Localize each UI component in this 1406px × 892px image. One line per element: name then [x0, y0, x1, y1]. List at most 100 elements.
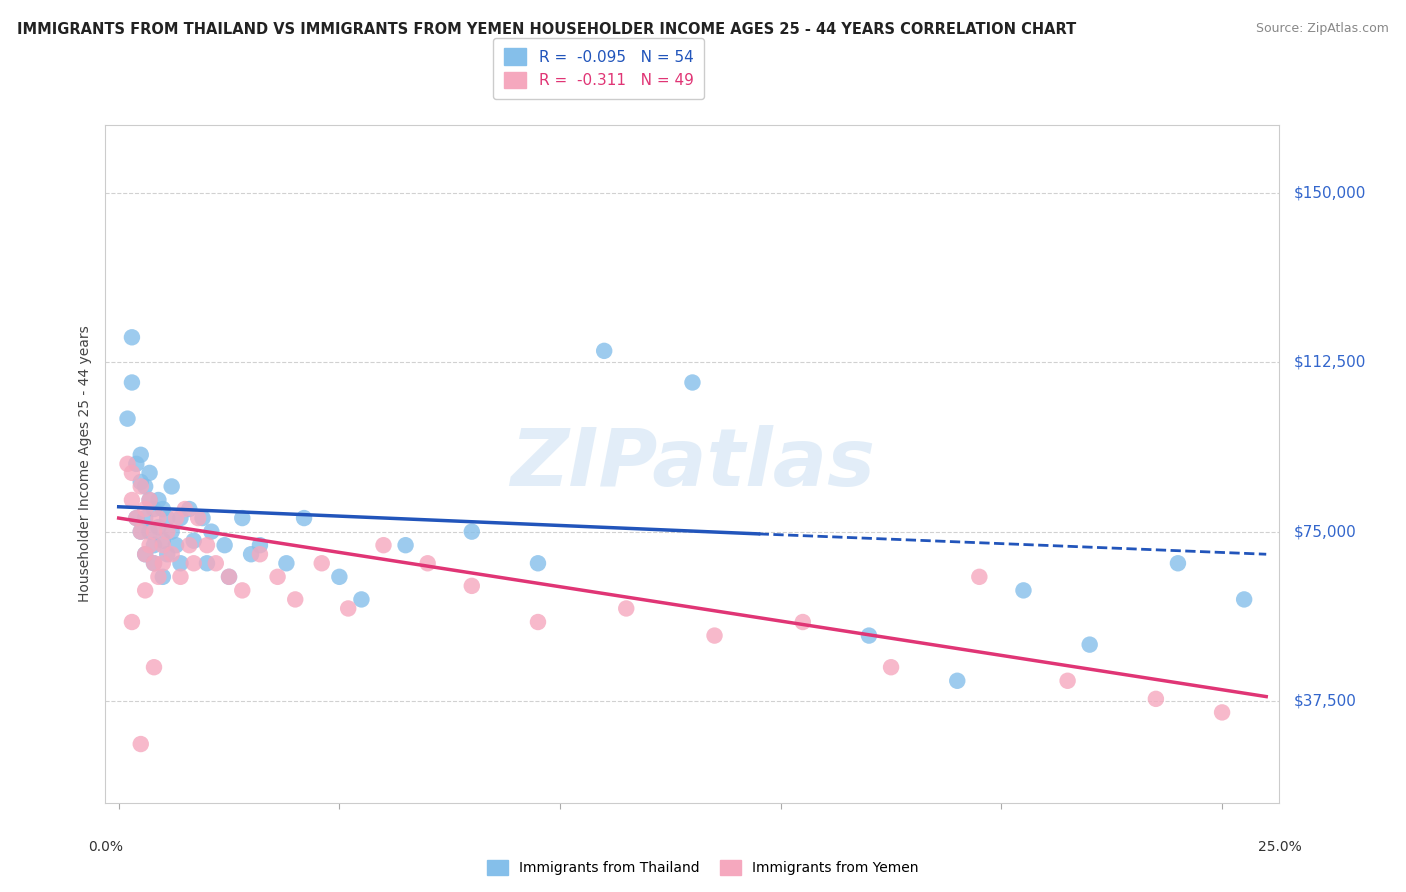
Point: [231, 583, 253, 598]
Point: [169, 511, 191, 525]
Point: [218, 570, 240, 584]
Point: [292, 511, 315, 525]
Point: [125, 511, 148, 525]
Point: [703, 629, 725, 643]
Point: [214, 538, 236, 552]
Point: [195, 538, 218, 552]
Point: [337, 601, 360, 615]
Point: [858, 629, 880, 643]
Point: [187, 511, 209, 525]
Point: [129, 524, 152, 539]
Point: [160, 524, 183, 539]
Point: [152, 556, 174, 570]
Point: [249, 538, 271, 552]
Point: [350, 592, 373, 607]
Point: [138, 538, 160, 552]
Point: [169, 556, 191, 570]
Point: [148, 493, 170, 508]
Point: [1167, 556, 1189, 570]
Point: [129, 475, 152, 489]
Point: [165, 511, 187, 525]
Point: [461, 524, 484, 539]
Text: $37,500: $37,500: [1294, 694, 1357, 708]
Point: [152, 533, 174, 548]
Point: [143, 556, 166, 570]
Point: [143, 524, 166, 539]
Point: [880, 660, 903, 674]
Point: [284, 592, 307, 607]
Point: [394, 538, 416, 552]
Point: [156, 547, 179, 561]
Point: [143, 660, 166, 674]
Point: [311, 556, 333, 570]
Point: [129, 448, 152, 462]
Point: [143, 502, 166, 516]
Point: [138, 493, 160, 508]
Point: [249, 547, 271, 561]
Point: [117, 411, 139, 425]
Text: ZIPatlas: ZIPatlas: [510, 425, 875, 503]
Text: IMMIGRANTS FROM THAILAND VS IMMIGRANTS FROM YEMEN HOUSEHOLDER INCOME AGES 25 - 4: IMMIGRANTS FROM THAILAND VS IMMIGRANTS F…: [17, 22, 1076, 37]
Point: [231, 511, 253, 525]
Point: [121, 330, 143, 344]
Point: [174, 502, 197, 516]
Point: [160, 479, 183, 493]
Point: [191, 511, 214, 525]
Point: [129, 479, 152, 493]
Point: [946, 673, 969, 688]
Point: [117, 457, 139, 471]
Text: Source: ZipAtlas.com: Source: ZipAtlas.com: [1256, 22, 1389, 36]
Point: [125, 511, 148, 525]
Point: [266, 570, 288, 584]
Point: [204, 556, 226, 570]
Point: [121, 493, 143, 508]
Point: [276, 556, 298, 570]
Point: [125, 457, 148, 471]
Point: [121, 615, 143, 629]
Point: [527, 556, 550, 570]
Point: [143, 556, 166, 570]
Point: [1012, 583, 1035, 598]
Point: [129, 524, 152, 539]
Point: [240, 547, 263, 561]
Point: [129, 737, 152, 751]
Point: [156, 511, 179, 525]
Point: [160, 547, 183, 561]
Point: [200, 524, 222, 539]
Point: [614, 601, 637, 615]
Point: [165, 538, 187, 552]
Point: [1211, 706, 1233, 720]
Point: [134, 502, 156, 516]
Text: 0.0%: 0.0%: [89, 840, 122, 854]
Point: [1056, 673, 1078, 688]
Legend: R =  -0.095   N = 54, R =  -0.311   N = 49: R = -0.095 N = 54, R = -0.311 N = 49: [494, 37, 704, 99]
Text: 25.0%: 25.0%: [1257, 840, 1302, 854]
Text: $75,000: $75,000: [1294, 524, 1357, 539]
Point: [156, 524, 179, 539]
Point: [792, 615, 814, 629]
Point: [195, 556, 218, 570]
Point: [1144, 691, 1167, 706]
Point: [121, 376, 143, 390]
Point: [138, 493, 160, 508]
Point: [152, 570, 174, 584]
Point: [183, 533, 205, 548]
Point: [461, 579, 484, 593]
Point: [134, 583, 156, 598]
Point: [218, 570, 240, 584]
Point: [681, 376, 703, 390]
Point: [969, 570, 991, 584]
Point: [416, 556, 439, 570]
Point: [134, 547, 156, 561]
Point: [148, 520, 170, 534]
Point: [183, 556, 205, 570]
Point: [179, 538, 201, 552]
Text: $150,000: $150,000: [1294, 186, 1365, 200]
Point: [152, 538, 174, 552]
Point: [148, 570, 170, 584]
Point: [121, 466, 143, 480]
Point: [134, 479, 156, 493]
Point: [169, 570, 191, 584]
Point: [328, 570, 350, 584]
Point: [1078, 638, 1101, 652]
